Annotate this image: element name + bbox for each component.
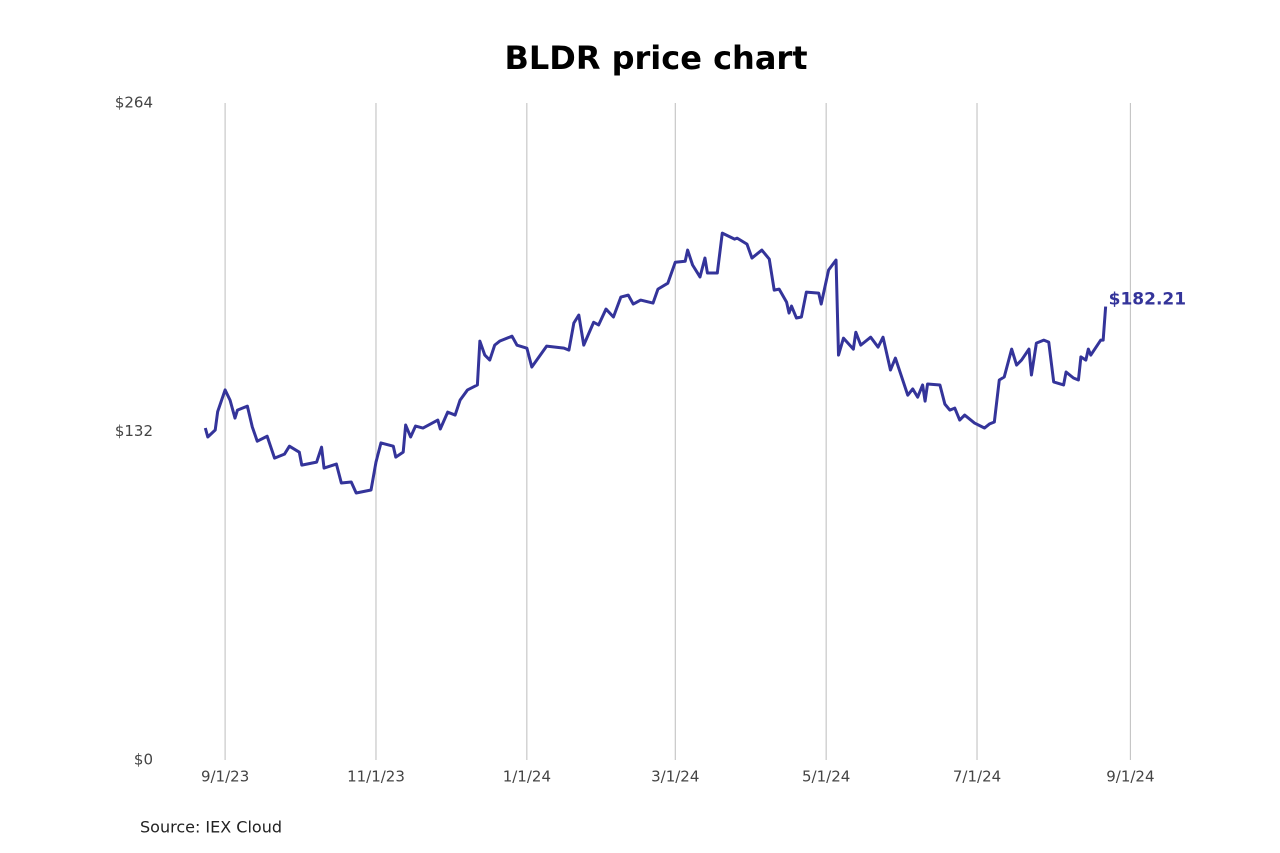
y-tick-label: $132 (115, 422, 153, 440)
y-tick-label: $264 (115, 94, 153, 112)
x-tick-label: 7/1/24 (953, 768, 1001, 786)
x-tick-label: 9/1/23 (201, 768, 249, 786)
x-tick-label: 3/1/24 (651, 768, 699, 786)
x-tick-label: 11/1/23 (347, 768, 405, 786)
value-label: $182.21 (1109, 290, 1186, 310)
source-note: Source: IEX Cloud (140, 818, 282, 837)
x-tick-label: 5/1/24 (802, 768, 850, 786)
x-tick-label: 1/1/24 (503, 768, 551, 786)
x-tick-label: 9/1/24 (1106, 768, 1154, 786)
chart-title: BLDR price chart (504, 39, 807, 77)
price-line (203, 231, 1108, 495)
y-tick-label: $0 (134, 751, 153, 769)
